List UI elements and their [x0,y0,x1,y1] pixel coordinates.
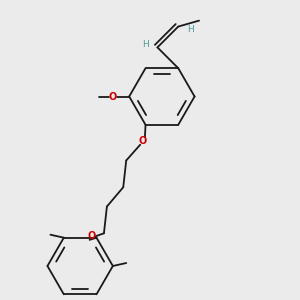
Text: H: H [142,40,149,49]
Text: O: O [109,92,117,101]
Text: H: H [187,25,194,34]
Text: O: O [88,231,96,241]
Text: O: O [138,136,147,146]
